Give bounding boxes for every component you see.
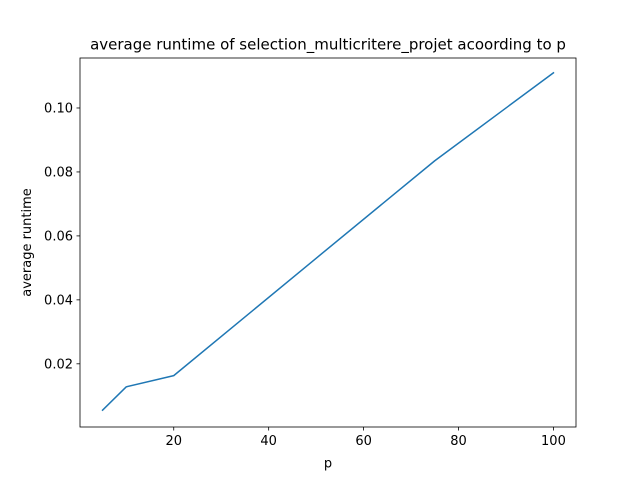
plot-frame: [79, 57, 577, 428]
y-axis-label: average runtime: [20, 188, 35, 297]
y-tick-label: 0.06: [44, 229, 73, 244]
x-tick-label: 40: [260, 434, 277, 449]
chart-title: average runtime of selection_multicriter…: [90, 36, 566, 55]
y-tick-label: 0.10: [44, 101, 73, 116]
y-tick-label: 0.08: [44, 165, 73, 180]
x-tick-label: 60: [355, 434, 372, 449]
y-tick-label: 0.02: [44, 357, 73, 372]
y-axis: 0.02 0.04 0.06 0.08 0.10: [44, 101, 80, 372]
series-line-0: [101, 71, 555, 412]
y-tick-label: 0.04: [44, 293, 73, 308]
x-axis: 20 40 60 80 100: [165, 427, 566, 449]
x-tick-label: 20: [165, 434, 182, 449]
x-axis-label: p: [324, 457, 332, 472]
series-layer: [101, 71, 555, 412]
plot-area: [80, 58, 576, 427]
x-tick-label: 80: [450, 434, 467, 449]
x-tick-label: 100: [541, 434, 566, 449]
